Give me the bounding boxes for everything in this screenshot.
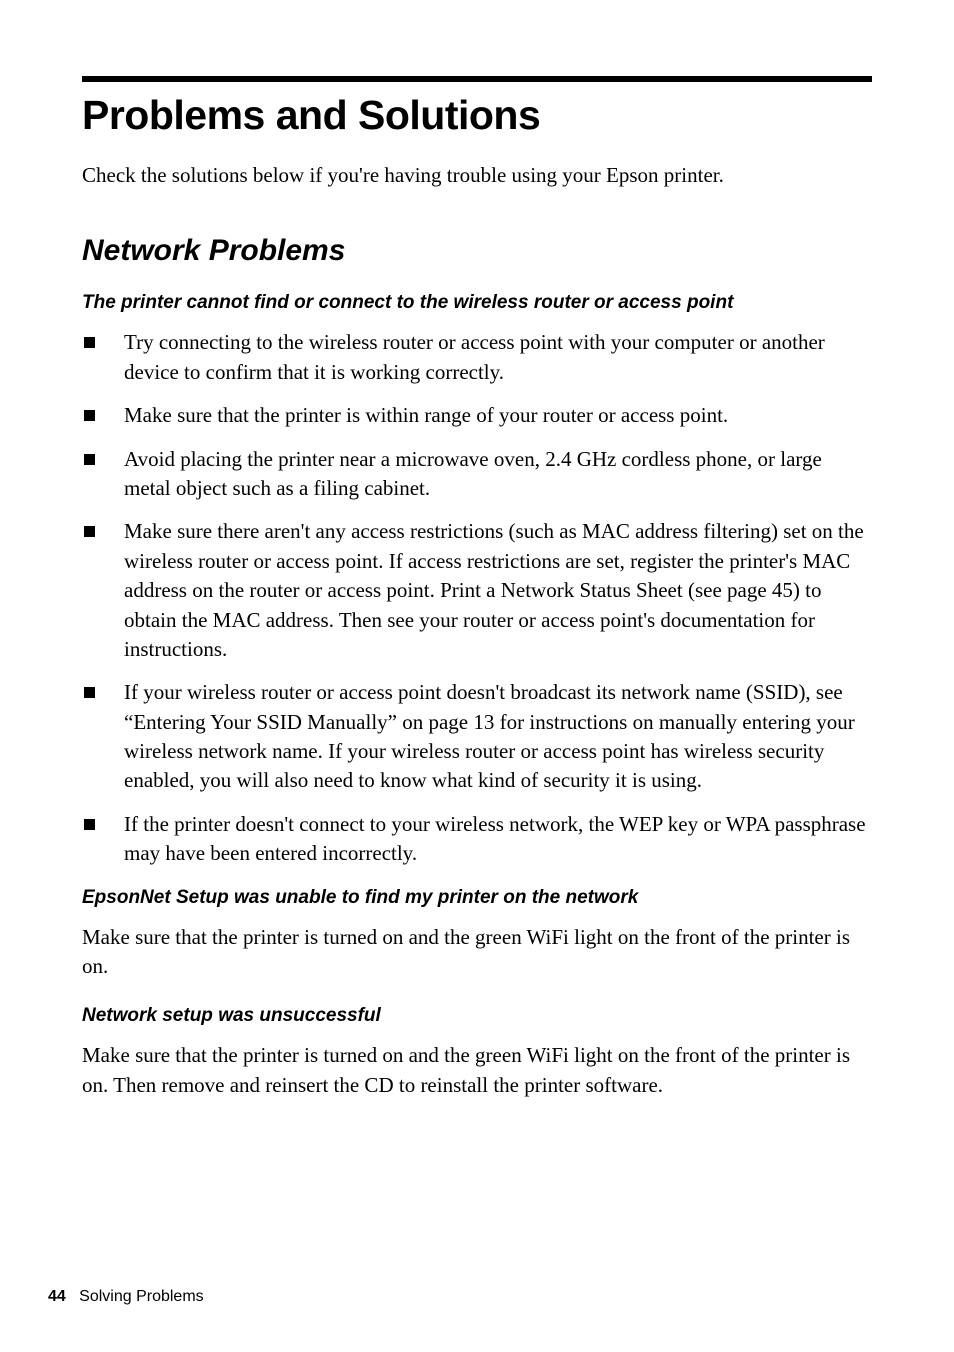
- intro-paragraph: Check the solutions below if you're havi…: [82, 161, 872, 190]
- list-item: Avoid placing the printer near a microwa…: [82, 445, 872, 504]
- top-rule: [82, 76, 872, 82]
- list-item: Make sure that the printer is within ran…: [82, 401, 872, 430]
- list-item: Try connecting to the wireless router or…: [82, 328, 872, 387]
- list-item: Make sure there aren't any access restri…: [82, 517, 872, 664]
- body-paragraph: Make sure that the printer is turned on …: [82, 1041, 872, 1100]
- subheading-network-setup-unsuccessful: Network setup was unsuccessful: [82, 1005, 872, 1027]
- page-title: Problems and Solutions: [82, 92, 872, 139]
- page-number: 44: [48, 1288, 66, 1305]
- list-item: If your wireless router or access point …: [82, 678, 872, 796]
- chapter-name: Solving Problems: [79, 1288, 204, 1305]
- subheading-cannot-find-router: The printer cannot find or connect to th…: [82, 292, 872, 314]
- subheading-epsonnet-setup: EpsonNet Setup was unable to find my pri…: [82, 887, 872, 909]
- body-paragraph: Make sure that the printer is turned on …: [82, 923, 872, 982]
- list-item: If the printer doesn't connect to your w…: [82, 810, 872, 869]
- section-heading-network-problems: Network Problems: [82, 234, 872, 268]
- bullet-list-router-issues: Try connecting to the wireless router or…: [82, 328, 872, 868]
- page-footer: 44 Solving Problems: [48, 1288, 204, 1306]
